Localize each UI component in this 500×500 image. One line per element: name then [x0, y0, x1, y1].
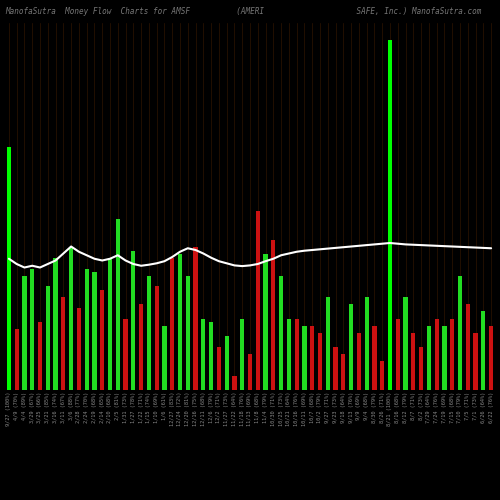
Bar [264, 254, 268, 390]
Bar [271, 240, 276, 390]
Bar [334, 347, 338, 390]
Bar [396, 318, 400, 390]
Bar [357, 333, 361, 390]
Bar [372, 326, 376, 390]
Bar [147, 276, 151, 390]
Bar [116, 218, 120, 390]
Bar [217, 347, 221, 390]
Bar [380, 362, 384, 390]
Bar [450, 318, 454, 390]
Bar [38, 322, 42, 390]
Bar [46, 286, 50, 390]
Bar [326, 297, 330, 390]
Bar [209, 322, 213, 390]
Bar [22, 276, 26, 390]
Bar [194, 247, 198, 390]
Bar [170, 258, 174, 390]
Bar [388, 40, 392, 390]
Bar [14, 330, 19, 390]
Bar [287, 318, 291, 390]
Bar [404, 297, 407, 390]
Bar [154, 286, 159, 390]
Bar [310, 326, 314, 390]
Bar [240, 318, 244, 390]
Bar [162, 326, 166, 390]
Bar [139, 304, 143, 390]
Bar [100, 290, 104, 390]
Bar [302, 326, 306, 390]
Bar [458, 276, 462, 390]
Bar [489, 326, 493, 390]
Bar [466, 304, 470, 390]
Bar [442, 326, 446, 390]
Bar [318, 333, 322, 390]
Bar [232, 376, 236, 390]
Bar [84, 268, 89, 390]
Bar [427, 326, 431, 390]
Bar [7, 147, 11, 390]
Bar [294, 318, 299, 390]
Bar [349, 304, 353, 390]
Bar [256, 212, 260, 390]
Bar [186, 276, 190, 390]
Bar [341, 354, 345, 390]
Bar [61, 297, 66, 390]
Text: ManofaSutra  Money Flow  Charts for AMSF          (AMERI                    SAFE: ManofaSutra Money Flow Charts for AMSF (… [5, 8, 482, 16]
Bar [178, 254, 182, 390]
Bar [54, 258, 58, 390]
Bar [201, 318, 205, 390]
Bar [411, 333, 416, 390]
Bar [224, 336, 229, 390]
Bar [77, 308, 81, 390]
Bar [481, 312, 486, 390]
Bar [279, 276, 283, 390]
Bar [248, 354, 252, 390]
Bar [419, 347, 423, 390]
Bar [92, 272, 96, 390]
Bar [474, 333, 478, 390]
Bar [131, 250, 136, 390]
Bar [30, 268, 34, 390]
Bar [108, 258, 112, 390]
Bar [364, 297, 369, 390]
Bar [124, 318, 128, 390]
Bar [434, 318, 439, 390]
Bar [69, 247, 73, 390]
